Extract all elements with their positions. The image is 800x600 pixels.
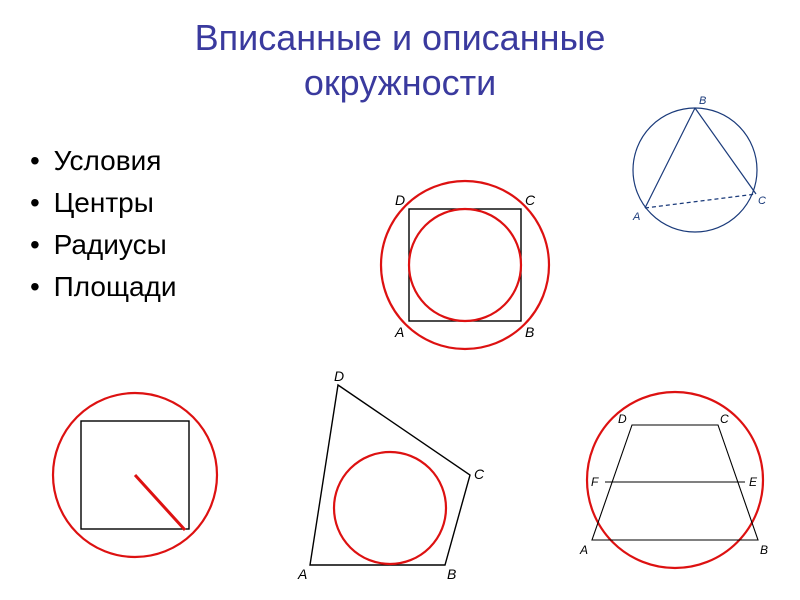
- bullet-3: Радиусы: [30, 229, 177, 261]
- svg-text:D: D: [334, 370, 344, 384]
- svg-text:B: B: [699, 95, 706, 107]
- diagram-quadrilateral-inscribed-circle: A B C D: [290, 370, 520, 580]
- bullet-list: Условия Центры Радиусы Площади: [30, 145, 177, 313]
- svg-text:B: B: [760, 543, 768, 557]
- svg-text:C: C: [474, 466, 485, 482]
- diagram-trapezoid-circumscribed: A B C D E F: [560, 380, 790, 580]
- svg-text:A: A: [632, 211, 640, 223]
- svg-text:F: F: [591, 475, 599, 489]
- bullet-4: Площади: [30, 271, 177, 303]
- diagram-square-inscribed-circumscribed: A B C D: [360, 160, 570, 370]
- diagram-triangle-circumscribed: A B C: [610, 80, 780, 250]
- bullet-2: Центры: [30, 187, 177, 219]
- svg-text:C: C: [525, 192, 536, 208]
- diagram-square-with-radius: [30, 370, 240, 580]
- svg-text:C: C: [720, 412, 729, 426]
- svg-text:C: C: [758, 195, 766, 207]
- svg-text:A: A: [394, 324, 404, 340]
- svg-text:A: A: [579, 543, 588, 557]
- svg-text:D: D: [395, 192, 405, 208]
- svg-text:E: E: [749, 475, 758, 489]
- title-line-1: Вписанные и описанные: [0, 15, 800, 60]
- bullet-1: Условия: [30, 145, 177, 177]
- svg-text:B: B: [447, 566, 456, 580]
- svg-text:A: A: [297, 566, 307, 580]
- svg-text:B: B: [525, 324, 534, 340]
- svg-text:D: D: [618, 412, 627, 426]
